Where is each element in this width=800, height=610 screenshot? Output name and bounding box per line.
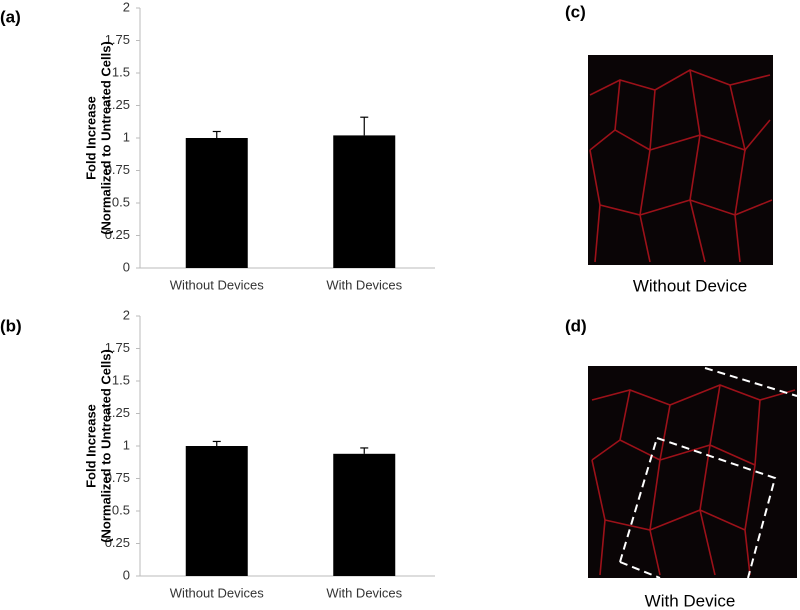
- y-tick-label: 1: [123, 129, 130, 144]
- y-axis-label: (Normalized to Untreated Cells): [98, 349, 113, 543]
- y-tick-label: 0.75: [105, 162, 130, 177]
- y-tick-label: 0: [123, 567, 130, 582]
- y-axis-label: Fold Increase: [83, 96, 98, 180]
- y-tick-label: 1.25: [105, 405, 130, 420]
- y-axis-label: Fold Increase: [83, 404, 98, 488]
- micrograph: [588, 366, 798, 579]
- y-tick-label: 0.25: [105, 535, 130, 550]
- y-tick-label: 0.5: [112, 194, 130, 209]
- caption: Without Device: [633, 276, 747, 295]
- y-tick-label: 1: [123, 437, 130, 452]
- y-tick-label: 0: [123, 259, 130, 274]
- panel-label: (a): [0, 7, 21, 26]
- panel-label: (d): [565, 316, 587, 335]
- y-tick-label: 0.75: [105, 470, 130, 485]
- bar: [185, 138, 248, 268]
- y-tick-label: 2: [123, 307, 130, 322]
- y-tick-label: 0.5: [112, 502, 130, 517]
- y-tick-label: 1.75: [105, 340, 130, 355]
- x-tick-label: With Devices: [326, 585, 402, 600]
- x-tick-label: With Devices: [326, 277, 402, 292]
- y-tick-label: 1.5: [112, 64, 130, 79]
- bar: [185, 446, 248, 576]
- caption: With Device: [645, 591, 736, 610]
- x-tick-label: Without Devices: [170, 585, 264, 600]
- micrograph: [588, 55, 773, 265]
- bar: [333, 135, 396, 268]
- y-tick-label: 1.25: [105, 97, 130, 112]
- panel-label: (b): [0, 316, 22, 335]
- y-tick-label: 1.75: [105, 32, 130, 47]
- bar: [333, 453, 396, 576]
- panel-label: (c): [565, 2, 586, 21]
- y-tick-label: 2: [123, 0, 130, 14]
- y-tick-label: 1.5: [112, 372, 130, 387]
- x-tick-label: Without Devices: [170, 277, 264, 292]
- y-axis-label: (Normalized to Untreated Cells): [98, 41, 113, 235]
- y-tick-label: 0.25: [105, 227, 130, 242]
